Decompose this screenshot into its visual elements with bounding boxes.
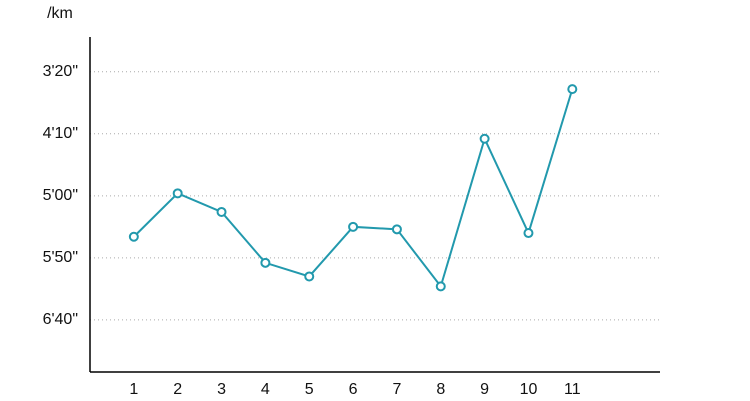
x-tick-label: 1 [129,381,138,398]
data-point [304,271,315,282]
data-point [260,257,271,268]
data-point [523,228,534,239]
data-point [435,281,446,292]
y-tick-label: 6'40" [43,311,78,328]
x-tick-label: 11 [564,381,581,398]
data-point [128,231,139,242]
y-tick-label: 5'50" [43,249,78,266]
y-tick-label: 4'10" [43,125,78,142]
y-tick-label: 5'00" [43,187,78,204]
data-point [172,188,183,199]
x-tick-label: 10 [520,381,538,398]
series-line [133,88,574,289]
x-tick-label: 9 [480,381,489,398]
x-tick-label: 4 [261,381,270,398]
data-point [391,224,402,235]
data-point [348,221,359,232]
x-tick-label: 5 [305,381,314,398]
x-tick-label: 6 [349,381,358,398]
data-point [567,84,578,95]
x-tick-label: 2 [173,381,182,398]
y-axis-label: /km [47,5,73,22]
x-tick-label: 8 [436,381,445,398]
x-tick-label: 3 [217,381,226,398]
y-tick-label: 3'20" [43,63,78,80]
data-point [479,133,490,144]
data-point [216,206,227,217]
x-tick-label: 7 [392,381,401,398]
